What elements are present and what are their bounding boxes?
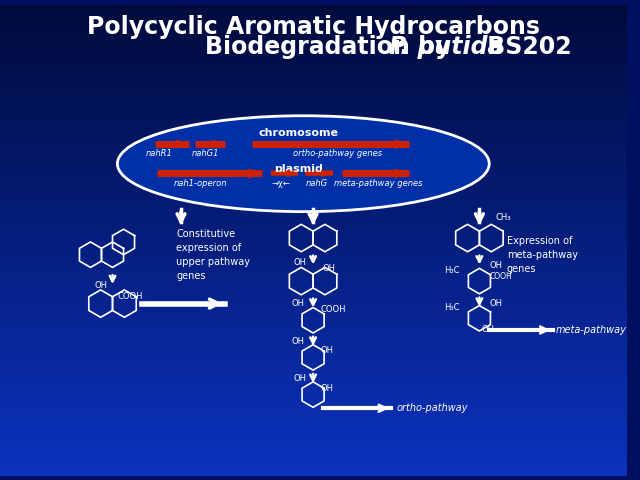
Text: COOH: COOH — [489, 272, 512, 281]
Text: Constitutive
expression of
upper pathway
genes: Constitutive expression of upper pathway… — [176, 228, 250, 281]
Text: chromosome: chromosome — [259, 128, 339, 138]
Text: H₃C: H₃C — [444, 266, 460, 275]
Text: H₃C: H₃C — [444, 303, 460, 312]
Text: ortho-pathway genes: ortho-pathway genes — [293, 149, 382, 158]
Text: OH: OH — [294, 258, 307, 267]
Ellipse shape — [117, 116, 489, 212]
Text: OH: OH — [321, 347, 334, 356]
Text: OH: OH — [294, 374, 307, 383]
Text: meta-pathway: meta-pathway — [556, 325, 627, 335]
Text: meta-pathway genes: meta-pathway genes — [334, 179, 423, 188]
Text: OH: OH — [292, 336, 305, 346]
Text: nahG1: nahG1 — [192, 149, 220, 158]
Text: COOH: COOH — [117, 292, 143, 300]
Text: Biodegradation by: Biodegradation by — [205, 35, 460, 59]
Text: ortho-pathway: ortho-pathway — [396, 403, 468, 413]
Text: COOH: COOH — [321, 305, 346, 314]
Text: P. putida: P. putida — [389, 35, 504, 59]
Text: BS202: BS202 — [479, 35, 572, 59]
Text: Polycyclic Aromatic Hydrocarbons: Polycyclic Aromatic Hydrocarbons — [86, 15, 540, 39]
Text: plasmid: plasmid — [274, 164, 323, 174]
Text: OH: OH — [321, 384, 334, 393]
Text: OH: OH — [489, 299, 502, 308]
Text: nah1-operon: nah1-operon — [174, 179, 227, 188]
Text: →χ←: →χ← — [271, 179, 290, 188]
Text: nahG: nahG — [306, 179, 328, 188]
Text: OH: OH — [323, 264, 336, 273]
Text: OH: OH — [95, 281, 108, 290]
Text: Expression of
meta-pathway
genes: Expression of meta-pathway genes — [507, 236, 578, 274]
Text: OH: OH — [481, 325, 494, 334]
Text: CH₃: CH₃ — [495, 214, 511, 222]
Text: nahR1: nahR1 — [146, 149, 173, 158]
Text: OH: OH — [489, 262, 502, 270]
Text: OH: OH — [292, 299, 305, 308]
